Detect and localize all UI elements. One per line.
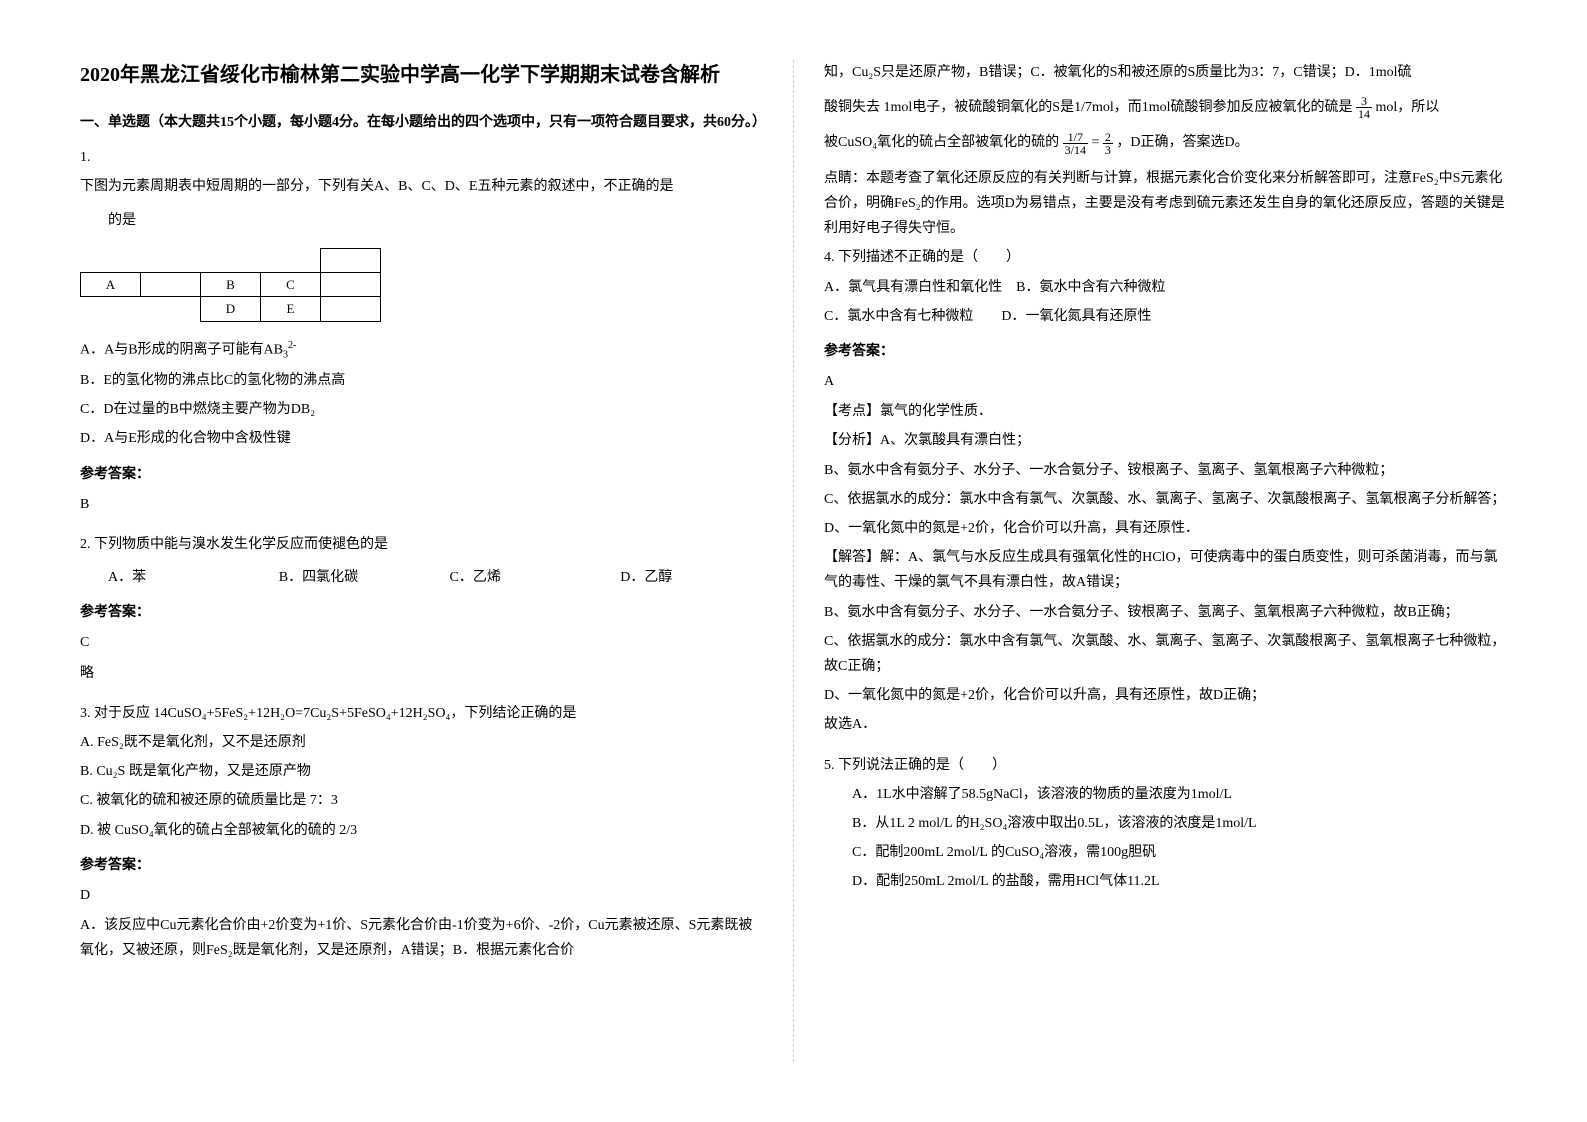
answer-note: 略	[80, 661, 763, 686]
option-a: A．苯	[80, 565, 251, 590]
answer-text: D	[80, 883, 763, 908]
answer-text: B	[80, 492, 763, 517]
question-1: 1. 下图为元素周期表中短周期的一部分，下列有关A、B、C、D、E五种元素的叙述…	[80, 145, 763, 517]
options-row: A．苯 B．四氯化碳 C．乙烯 D．乙醇	[80, 565, 763, 590]
periodic-table: A B C D E	[80, 248, 381, 322]
option-row: C．氯水中含有七种微粒 D．一氧化氮具有还原性	[824, 304, 1507, 329]
table-cell: E	[261, 297, 321, 321]
explanation-cont: 酸铜失去 1mol电子，被硫酸铜氧化的S是1/7mol，而1mol硫酸铜参加反应…	[824, 95, 1507, 120]
fenxi-b: B、氨水中含有氨分子、水分子、一水合氨分子、铵根离子、氢离子、氢氧根离子六种微粒…	[824, 458, 1507, 483]
question-5: 5. 下列说法正确的是（ ） A．1L水中溶解了58.5gNaCl，该溶液的物质…	[824, 753, 1507, 895]
option-d: D．乙醇	[592, 565, 763, 590]
kaodian: 【考点】氯气的化学性质．	[824, 399, 1507, 424]
fenxi-c: C、依据氯水的成分：氯水中含有氯气、次氯酸、水、氯离子、氢离子、次氯酸根离子、氢…	[824, 487, 1507, 512]
question-text: 下图为元素周期表中短周期的一部分，下列有关A、B、C、D、E五种元素的叙述中，不…	[80, 174, 763, 199]
option-a: A．1L水中溶解了58.5gNaCl，该溶液的物质的量浓度为1mol/L	[824, 782, 1507, 807]
option-c: C．乙烯	[422, 565, 593, 590]
answer-label: 参考答案：	[80, 600, 763, 625]
fraction: 2 3	[1103, 131, 1113, 156]
option-c: C．配制200mL 2mol/L 的CuSO₄溶液，需100g胆矾	[824, 840, 1507, 865]
option-d: D．A与E形成的化合物中含极性键	[80, 426, 763, 451]
question-text: 2. 下列物质中能与溴水发生化学反应而使褪色的是	[80, 532, 763, 557]
right-column: 知，Cu₂S只是还原产物，B错误；C．被氧化的S和被还原的S质量比为3：7，C错…	[794, 60, 1537, 1062]
option-c: C. 被氧化的硫和被还原的硫质量比是 7：3	[80, 788, 763, 813]
answer-label: 参考答案：	[824, 339, 1507, 364]
option-a: A. FeS₂既不是氧化剂，又不是还原剂	[80, 730, 763, 755]
table-cell: B	[201, 272, 261, 296]
option-b: B．从1L 2 mol/L 的H₂SO₄溶液中取出0.5L，该溶液的浓度是1mo…	[824, 811, 1507, 836]
section-heading: 一、单选题（本大题共15个小题，每小题4分。在每小题给出的四个选项中，只有一项符…	[80, 110, 763, 135]
option-a: A．A与B形成的阴离子可能有AB32-	[80, 337, 763, 364]
jieda: 【解答】解：A、氯气与水反应生成具有强氧化性的HClO，可使病毒中的蛋白质变性，…	[824, 545, 1507, 595]
option-row: A．氯气具有漂白性和氧化性 B．氨水中含有六种微粒	[824, 275, 1507, 300]
question-number: 1.	[80, 145, 763, 170]
answer-label: 参考答案：	[80, 853, 763, 878]
fenxi-d: D、一氧化氮中的氮是+2价，化合价可以升高，具有还原性．	[824, 516, 1507, 541]
question-text: 3. 对于反应 14CuSO₄+5FeS₂+12H₂O=7Cu₂S+5FeSO₄…	[80, 701, 763, 726]
question-text: 5. 下列说法正确的是（ ）	[824, 753, 1507, 778]
answer-text: A	[824, 369, 1507, 394]
jieda-d: D、一氧化氮中的氮是+2价，化合价可以升高，具有还原性，故D正确；	[824, 683, 1507, 708]
option-b: B．E的氢化物的沸点比C的氢化物的沸点高	[80, 368, 763, 393]
table-cell: C	[261, 272, 321, 296]
document-title: 2020年黑龙江省绥化市榆林第二实验中学高一化学下学期期末试卷含解析	[80, 60, 763, 90]
jieda-c: C、依据氯水的成分：氯水中含有氯气、次氯酸、水、氯离子、氢离子、次氯酸根离子、氢…	[824, 629, 1507, 679]
fraction: 1/7 3/14	[1063, 131, 1088, 156]
question-3: 3. 对于反应 14CuSO₄+5FeS₂+12H₂O=7Cu₂S+5FeSO₄…	[80, 701, 763, 964]
question-4: 4. 下列描述不正确的是（ ） A．氯气具有漂白性和氧化性 B．氨水中含有六种微…	[824, 245, 1507, 737]
table-cell: A	[81, 272, 141, 296]
answer-label: 参考答案：	[80, 462, 763, 487]
answer-text: C	[80, 630, 763, 655]
question-text-indent: 的是	[80, 208, 763, 233]
option-d: D. 被 CuSO₄氧化的硫占全部被氧化的硫的 2/3	[80, 818, 763, 843]
jieda-b: B、氨水中含有氨分子、水分子、一水合氨分子、铵根离子、氢离子、氢氧根离子六种微粒…	[824, 600, 1507, 625]
option-b: B. Cu₂S 既是氧化产物，又是还原产物	[80, 759, 763, 784]
question-text: 4. 下列描述不正确的是（ ）	[824, 245, 1507, 270]
dianjing-text: 点睛：本题考查了氧化还原反应的有关判断与计算，根据元素化合价变化来分析解答即可，…	[824, 166, 1507, 242]
explanation-cont: 被CuSO₄氧化的硫占全部被氧化的硫的 1/7 3/14 = 2 3 ，D正确，…	[824, 130, 1507, 155]
option-c: C．D在过量的B中燃烧主要产物为DB₂	[80, 397, 763, 422]
option-b: B．四氯化碳	[251, 565, 422, 590]
explanation-text: A．该反应中Cu元素化合价由+2价变为+1价、S元素化合价由-1价变为+6价、-…	[80, 913, 763, 963]
explanation-cont: 知，Cu₂S只是还原产物，B错误；C．被氧化的S和被还原的S质量比为3：7，C错…	[824, 60, 1507, 85]
question-2: 2. 下列物质中能与溴水发生化学反应而使褪色的是 A．苯 B．四氯化碳 C．乙烯…	[80, 532, 763, 686]
fenxi: 【分析】A、次氯酸具有漂白性；	[824, 428, 1507, 453]
guxuan: 故选A．	[824, 712, 1507, 737]
option-d: D．配制250mL 2mol/L 的盐酸，需用HCl气体11.2L	[824, 869, 1507, 894]
table-cell: D	[201, 297, 261, 321]
fraction: 3 14	[1356, 95, 1372, 120]
